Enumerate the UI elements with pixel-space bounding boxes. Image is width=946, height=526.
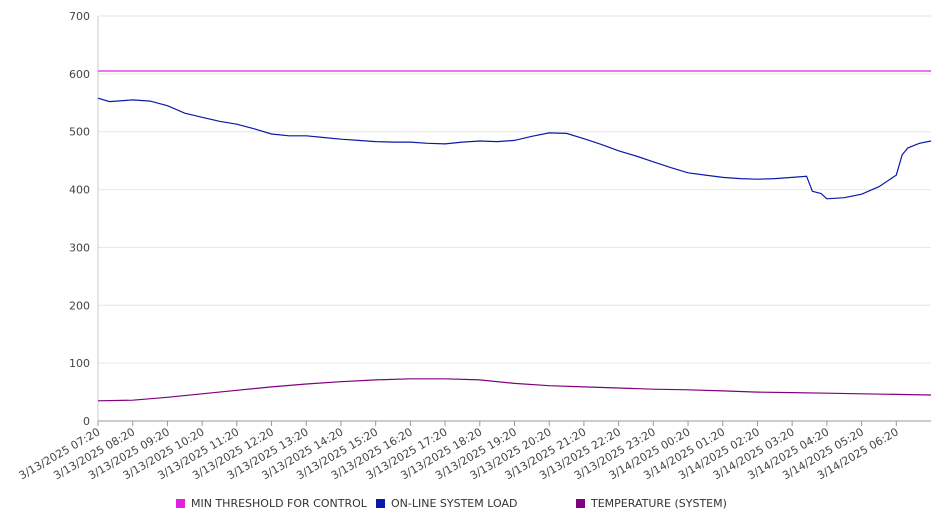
y-tick-label: 300 xyxy=(69,241,90,254)
legend-item-temperature: TEMPERATURE (SYSTEM) xyxy=(576,497,727,510)
legend-label-temperature: TEMPERATURE (SYSTEM) xyxy=(591,497,727,510)
y-tick-label: 200 xyxy=(69,299,90,312)
y-tick-label: 500 xyxy=(69,126,90,139)
legend-swatch-threshold xyxy=(176,499,185,508)
legend-item-threshold: MIN THRESHOLD FOR CONTROL xyxy=(176,497,367,510)
y-tick-label: 700 xyxy=(69,10,90,23)
legend: MIN THRESHOLD FOR CONTROL ON-LINE SYSTEM… xyxy=(0,497,946,515)
series-line-temperature xyxy=(97,378,932,402)
y-tick-label: 400 xyxy=(69,184,90,197)
y-tick-label: 0 xyxy=(83,415,90,428)
y-tick-label: 100 xyxy=(69,357,90,370)
legend-label-threshold: MIN THRESHOLD FOR CONTROL xyxy=(191,497,367,510)
series-line-system-load xyxy=(97,97,932,200)
y-tick-label: 600 xyxy=(69,68,90,81)
legend-label-system-load: ON-LINE SYSTEM LOAD xyxy=(391,497,518,510)
legend-item-system-load: ON-LINE SYSTEM LOAD xyxy=(376,497,517,510)
legend-swatch-system-load xyxy=(376,499,385,508)
legend-swatch-temperature xyxy=(576,499,585,508)
